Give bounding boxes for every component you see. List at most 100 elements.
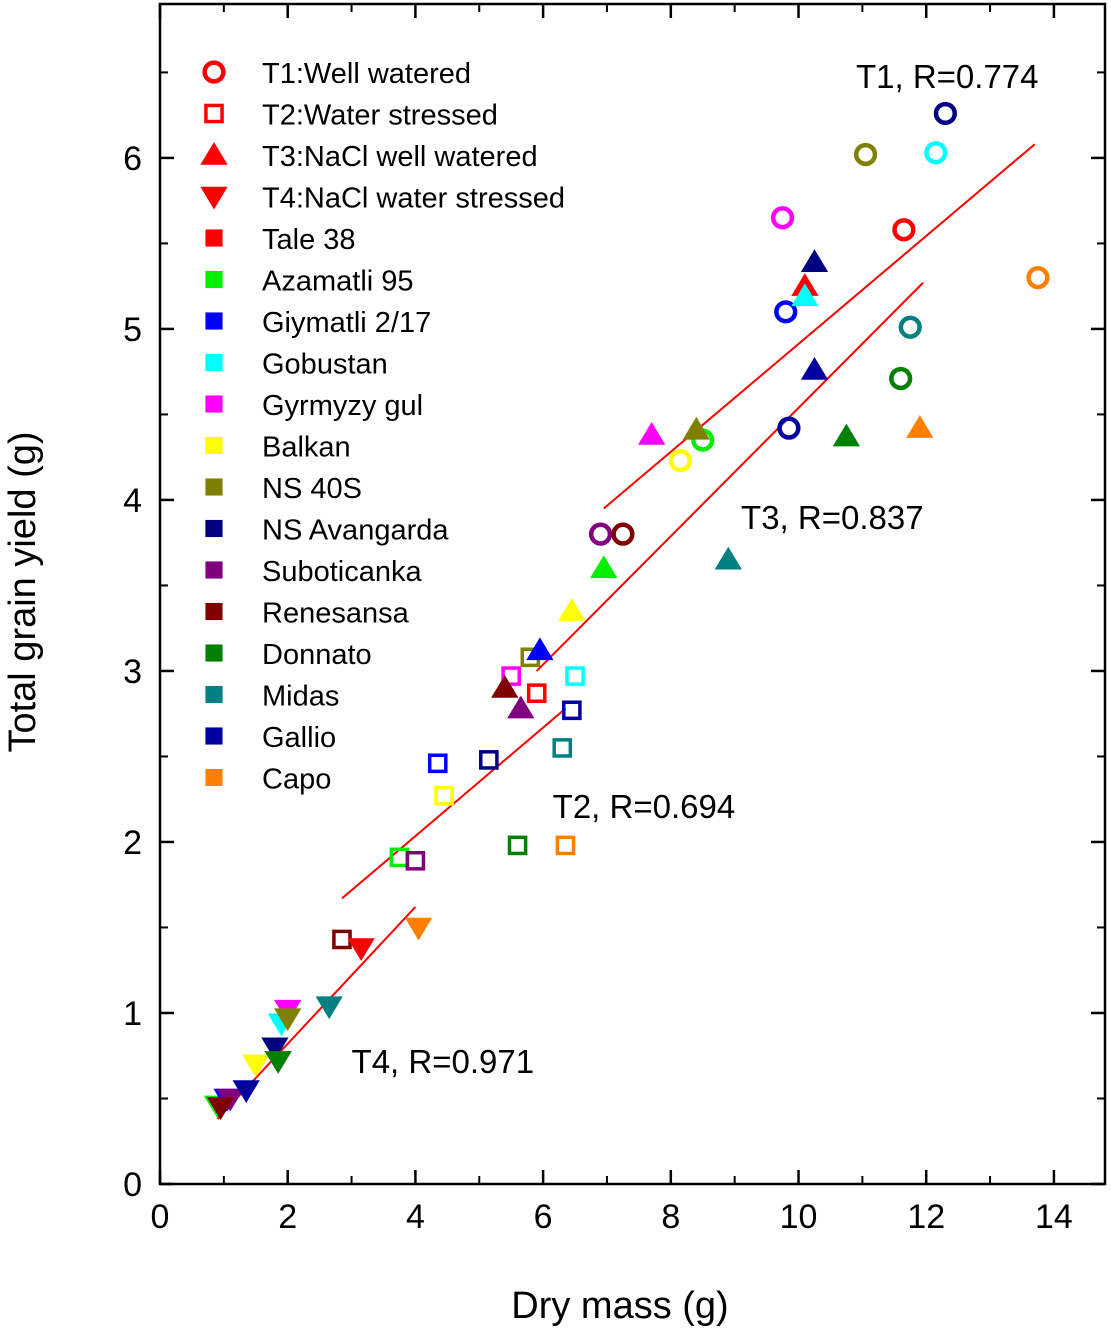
point-t1 [892,218,916,242]
point-t1 [933,101,957,126]
point-t1 [588,522,613,546]
point-t1 [898,315,922,339]
legend-label: T1:Well watered [262,58,471,90]
legend-marker-variety [205,312,223,330]
y-tick-label: 5 [123,311,142,349]
legend-marker-variety [205,478,223,496]
x-tick-label: 14 [1035,1198,1073,1236]
legend-marker-variety [205,519,223,538]
x-axis-title: Dry mass (g) [511,1285,728,1327]
point-t2 [552,738,573,758]
point-t1 [1026,266,1050,290]
point-t4 [207,1097,235,1121]
x-tick-label: 12 [907,1198,945,1236]
legend-marker-t1 [202,60,226,84]
x-tick-label: 4 [406,1198,425,1236]
point-t1 [924,141,948,165]
y-axis-title: Total grain yield (g) [2,431,44,752]
x-tick-label: 10 [780,1198,818,1236]
legend-marker-variety [205,270,223,289]
point-t1 [889,366,913,391]
point-t2 [389,847,410,868]
point-t3 [800,249,829,272]
point-t2 [434,785,454,806]
legend-marker-t4 [200,186,228,210]
point-t3 [800,356,829,380]
point-t3 [906,415,934,438]
point-t2 [555,835,576,856]
legend-marker-variety [205,229,223,247]
legend-label: T4:NaCl water stressed [262,183,565,215]
legend-label: Gobustan [262,349,388,381]
point-t3 [638,421,666,445]
y-tick-label: 0 [123,1166,142,1204]
legend-label: T3:NaCl well watered [262,141,538,173]
x-tick-label: 0 [151,1198,170,1236]
legend-label: Donnato [262,639,372,671]
point-t3 [832,423,861,447]
point-t3 [682,416,711,440]
legend-label: Midas [262,681,339,713]
legend-label: NS Avangarda [262,515,449,547]
point-t2 [565,666,585,686]
point-t3 [491,675,519,698]
point-t1 [770,206,795,230]
point-t4 [347,938,375,961]
x-tick-label: 2 [278,1198,297,1236]
point-t4 [261,1037,289,1061]
point-t2 [507,835,528,856]
legend-marker-variety [205,353,223,372]
point-t2 [405,850,426,871]
point-t3 [558,598,586,621]
legend-marker-t3 [200,142,228,165]
fit-line-t3 [536,282,924,672]
annotation-t3: T3, R=0.837 [741,499,924,536]
point-t2 [427,753,448,774]
y-tick-label: 6 [123,140,142,178]
fit-line-t1 [603,143,1036,510]
annotation-t1: T1, R=0.774 [856,58,1039,95]
point-t2 [501,666,521,686]
legend-label: T2:Water stressed [262,100,498,132]
y-tick-label: 3 [123,653,142,691]
annotations: T1, R=0.774 T3, R=0.837 T2, R=0.694 T4, R=0… [352,58,1039,1080]
x-tick-label: 8 [661,1198,680,1236]
legend: T1:Well watered T2:Water stressed T3:NaCl … [200,58,565,796]
point-t4 [232,1080,260,1103]
legend-label: Tale 38 [262,224,356,256]
legend-marker-variety [205,685,223,704]
legend-label: Balkan [262,432,351,464]
point-t1 [777,416,801,440]
y-tick-label: 1 [123,995,142,1033]
point-t1 [774,300,798,324]
legend-label: Capo [262,764,331,796]
point-t2 [332,929,352,950]
point-t1 [611,522,635,546]
plot-border [158,2,1107,1186]
legend-marker-variety [205,436,223,455]
legend-label: Renesansa [262,598,410,630]
legend-marker-variety [205,602,223,621]
point-t1 [853,142,878,167]
point-t3 [791,283,819,307]
legend-label: Suboticanka [262,556,422,588]
point-t4 [274,1008,302,1032]
legend-marker-variety [205,727,223,745]
point-t3 [507,695,535,719]
legend-marker-variety [205,644,223,662]
point-t3 [714,546,742,570]
point-t1 [668,448,692,473]
annotation-t4: T4, R=0.971 [352,1043,535,1080]
legend-label: NS 40S [262,473,362,505]
data-points [203,101,1050,1121]
legend-marker-variety [205,561,223,579]
legend-label: Gallio [262,722,336,754]
point-t3 [526,637,554,661]
annotation-t2: T2, R=0.694 [553,788,736,825]
point-t3 [590,555,618,579]
x-tick-label: 6 [534,1198,553,1236]
legend-label: Gyrmyzy gul [262,390,423,422]
point-t2 [562,700,582,721]
